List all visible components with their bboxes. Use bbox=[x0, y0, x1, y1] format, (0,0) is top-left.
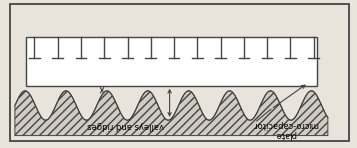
FancyBboxPatch shape bbox=[10, 4, 349, 141]
FancyBboxPatch shape bbox=[26, 37, 317, 86]
Text: valleys and ridges: valleys and ridges bbox=[87, 121, 164, 130]
Polygon shape bbox=[15, 91, 328, 136]
Text: plate
micro-capacitor: plate micro-capacitor bbox=[252, 120, 318, 139]
